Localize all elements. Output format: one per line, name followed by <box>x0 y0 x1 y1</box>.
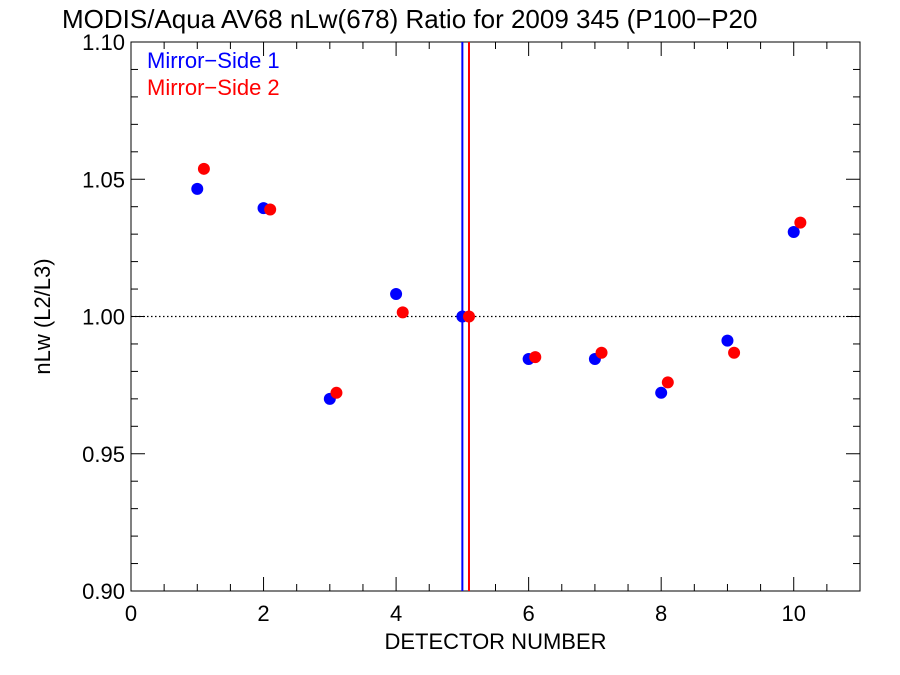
y-tick-label: 1.10 <box>82 30 125 55</box>
data-points <box>191 162 807 405</box>
data-point-series-2 <box>595 346 608 359</box>
y-tick-label: 0.90 <box>82 579 125 604</box>
data-point-series-2 <box>264 203 277 216</box>
data-point-series-2 <box>462 310 475 323</box>
data-point-series-1 <box>655 386 668 399</box>
x-tick-label: 8 <box>655 601 667 626</box>
data-point-series-2 <box>197 162 210 175</box>
x-tick-label: 10 <box>781 601 805 626</box>
data-point-series-2 <box>794 216 807 229</box>
data-point-series-2 <box>396 306 409 319</box>
x-tick-label: 6 <box>523 601 535 626</box>
data-point-series-1 <box>721 334 734 347</box>
data-point-series-1 <box>787 225 800 238</box>
data-point-series-1 <box>191 182 204 195</box>
x-tick-label: 0 <box>125 601 137 626</box>
legend-entry-series-2: Mirror−Side 2 <box>147 75 280 100</box>
y-tick-label: 1.00 <box>82 305 125 330</box>
y-tick-label: 1.05 <box>82 167 125 192</box>
data-point-series-2 <box>529 351 542 364</box>
x-axis-label: DETECTOR NUMBER <box>384 629 606 654</box>
x-tick-label: 2 <box>257 601 269 626</box>
data-point-series-1 <box>390 287 403 300</box>
x-tick-label: 4 <box>390 601 402 626</box>
data-point-series-2 <box>661 376 674 389</box>
chart-title: MODIS/Aqua AV68 nLw(678) Ratio for 2009 … <box>62 4 757 34</box>
y-tick-label: 0.95 <box>82 442 125 467</box>
legend-entry-series-1: Mirror−Side 1 <box>147 48 280 73</box>
data-point-series-2 <box>330 386 343 399</box>
data-point-series-2 <box>728 346 741 359</box>
axis-ticks: 0 2 4 6 8 10 0.90 0.95 1.00 1.05 1.10 <box>82 30 860 626</box>
y-axis-label: nLw (L2/L3) <box>30 258 55 374</box>
